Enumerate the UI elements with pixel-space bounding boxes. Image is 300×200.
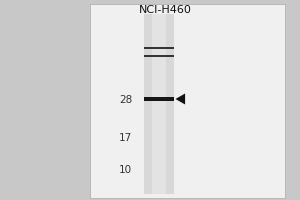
Bar [152,14,166,194]
Bar [144,97,174,101]
Text: 28: 28 [119,95,132,105]
Text: NCI-H460: NCI-H460 [139,5,191,15]
Bar [144,55,174,57]
Bar [144,47,174,49]
Bar [144,14,174,194]
Text: 17: 17 [119,133,132,143]
Polygon shape [176,94,185,104]
Text: 10: 10 [119,165,132,175]
Bar [90,4,285,198]
